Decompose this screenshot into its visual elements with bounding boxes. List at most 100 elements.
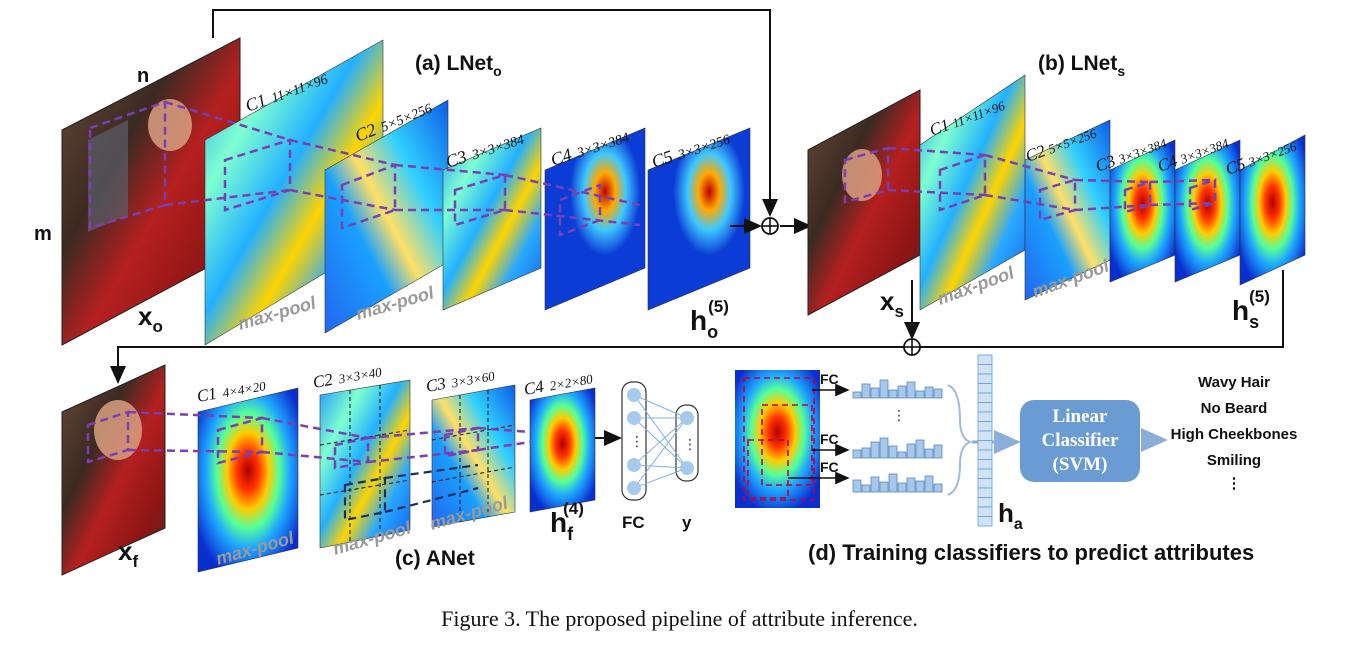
histogram-bar <box>870 441 880 459</box>
lnet-s-window-links <box>843 146 1217 222</box>
svm-line-1: Linear <box>1053 406 1108 427</box>
ha-vector-cell <box>977 497 993 508</box>
y-label: y <box>682 513 692 532</box>
anet-input-image <box>61 364 166 576</box>
svg-text:⋮: ⋮ <box>892 408 906 424</box>
lnet-s-section: max-pool max-pool C111×11×96 C25×5×256 C… <box>807 52 1306 332</box>
ha-vector-cell <box>977 440 993 451</box>
ha-vector-cell <box>977 364 993 375</box>
anet-c3-map <box>431 384 516 528</box>
figure-caption: Figure 3. The proposed pipeline of attri… <box>441 606 918 631</box>
histogram-bar <box>861 447 871 459</box>
ha-vector-cell <box>977 468 993 479</box>
ha-vector-cell <box>977 430 993 441</box>
training-brace <box>947 384 973 496</box>
histogram-bar <box>852 479 862 493</box>
histogram-bar <box>861 383 871 399</box>
training-histograms <box>852 379 943 493</box>
attribute-smiling: Smiling <box>1207 452 1261 469</box>
lnet-o-title: (a) LNeto <box>415 52 502 79</box>
histogram-bar <box>924 448 934 459</box>
ha-vector-cell <box>977 392 993 403</box>
sum-node-1 <box>761 217 779 235</box>
anet-c1-map <box>197 387 299 573</box>
histogram-bar <box>870 476 880 493</box>
lnet-s-c5-map <box>1239 134 1306 286</box>
anet-section: xf <box>61 364 699 576</box>
lnet-s-title: (b) LNets <box>1038 52 1125 79</box>
anet-title: (c) ANet <box>395 547 475 570</box>
histogram-bar <box>933 483 943 493</box>
svg-text:⋮: ⋮ <box>630 434 644 450</box>
ha-vector-cell <box>977 383 993 394</box>
histogram-bar <box>897 385 907 399</box>
label-n: n <box>137 65 149 87</box>
histogram-bar <box>933 444 943 459</box>
training-heatmap <box>735 370 820 508</box>
ha-vector-cell <box>977 373 993 384</box>
histogram-bar <box>906 443 916 459</box>
label-m: m <box>34 223 52 245</box>
attribute-high-cheekbones: High Cheekbones <box>1171 426 1298 443</box>
ha-label: ha <box>998 498 1023 533</box>
training-fc-label-2: FC <box>820 431 839 447</box>
lnet-o-section: n m xo max-pool max-pool C111×11×96 C25×… <box>34 37 751 346</box>
histogram-bar <box>888 473 898 493</box>
ha-vector-cell <box>977 487 993 498</box>
svm-box <box>1020 400 1140 482</box>
histogram-bar <box>933 388 943 399</box>
lnet-o-skip-connection <box>212 9 812 234</box>
fc-label: FC <box>622 513 645 532</box>
attribute-ellipsis: ⋮ <box>1227 475 1242 492</box>
ha-vector-cell <box>977 506 993 517</box>
histogram-bar <box>897 451 907 459</box>
ha-vector-cell <box>977 478 993 489</box>
ha-vector-cell <box>977 402 993 413</box>
lnet-o-c5-map <box>647 127 751 311</box>
sum-node-2 <box>903 338 921 356</box>
training-title: (d) Training classifiers to predict attr… <box>808 540 1254 565</box>
lnet-s-input-image <box>807 89 921 316</box>
histogram-bar <box>888 389 898 399</box>
histogram-bar <box>924 386 934 399</box>
anet-input-var: xf <box>118 536 138 571</box>
svm-line-3: (SVM) <box>1053 454 1108 475</box>
histogram-bar <box>888 445 898 459</box>
histogram-bar <box>924 475 934 493</box>
histogram-bar <box>897 482 907 493</box>
lnet-o-output-var: ho(5) <box>690 297 729 342</box>
histogram-bar <box>915 390 925 399</box>
lnet-s-output-var: hs(5) <box>1232 287 1270 332</box>
svg-text:⋮: ⋮ <box>683 437 697 453</box>
attribute-no-beard: No Beard <box>1201 400 1268 417</box>
histogram-bar <box>861 484 871 493</box>
training-fc-label-3: FC <box>820 459 839 475</box>
training-crop-boxes <box>743 377 815 501</box>
ha-feature-vector <box>977 354 993 527</box>
svm-line-2: Classifier <box>1041 430 1119 451</box>
lnet-o-c3-map <box>442 127 542 311</box>
ha-vector-cell <box>977 411 993 422</box>
histogram-bar <box>870 387 880 399</box>
ha-vector-cell <box>977 459 993 470</box>
ha-vector-cell <box>977 516 993 527</box>
attribute-wavy-hair: Wavy Hair <box>1198 374 1270 391</box>
histogram-bar <box>915 439 925 459</box>
lnet-o-c4-map <box>544 127 646 311</box>
histogram-bar <box>852 449 862 459</box>
ha-vector-cell <box>977 421 993 432</box>
histogram-bar <box>879 481 889 493</box>
histogram-bar <box>879 437 889 459</box>
lnet-s-input-var: xs <box>880 286 904 321</box>
anet-window-links-dark <box>343 463 479 522</box>
pipeline-diagram: n m xo max-pool max-pool C111×11×96 C25×… <box>34 9 1306 576</box>
lnet-o-window-links <box>164 100 641 237</box>
training-section: FC FC FC ⋮ ha Linear Classifier (SVM) Wa… <box>735 354 1298 565</box>
histogram-bar <box>879 379 889 399</box>
anet-output-var: hf(4) <box>550 499 584 544</box>
histogram-bar <box>906 477 916 493</box>
training-fc-label-1: FC <box>820 371 839 387</box>
lnet-o-input-var: xo <box>138 301 163 336</box>
anet-c4-map <box>529 387 596 513</box>
histogram-bar <box>852 391 862 399</box>
